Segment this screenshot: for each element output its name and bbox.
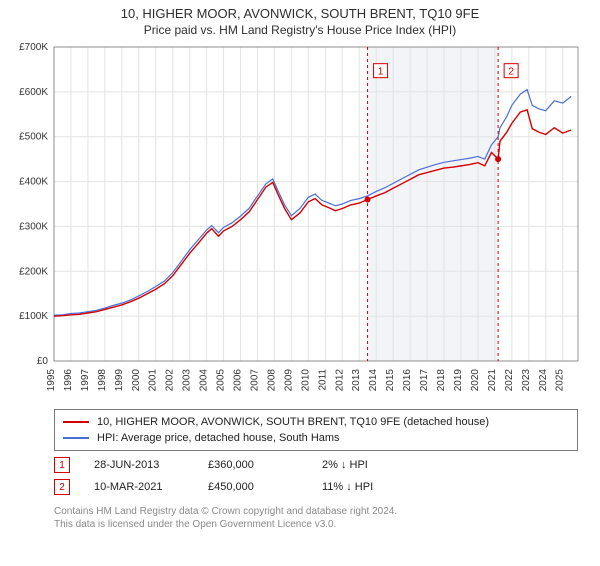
legend: 10, HIGHER MOOR, AVONWICK, SOUTH BRENT, … xyxy=(54,409,578,451)
svg-text:2009: 2009 xyxy=(283,369,294,392)
svg-text:2014: 2014 xyxy=(368,369,379,392)
svg-text:2006: 2006 xyxy=(233,369,244,392)
svg-text:2019: 2019 xyxy=(453,369,464,392)
tx2-diff: 11% ↓ HPI xyxy=(322,481,412,493)
svg-text:1998: 1998 xyxy=(97,369,108,392)
transaction-row-2: 2 10-MAR-2021 £450,000 11% ↓ HPI xyxy=(54,479,578,495)
svg-text:2016: 2016 xyxy=(402,369,413,392)
svg-text:£200K: £200K xyxy=(19,266,48,277)
svg-text:2021: 2021 xyxy=(487,369,498,392)
svg-text:2024: 2024 xyxy=(538,369,549,392)
svg-text:2002: 2002 xyxy=(165,369,176,392)
svg-text:2022: 2022 xyxy=(504,369,515,392)
footer-line-2: This data is licensed under the Open Gov… xyxy=(54,518,578,531)
svg-text:£700K: £700K xyxy=(19,43,48,53)
svg-text:2023: 2023 xyxy=(521,369,532,392)
svg-text:£100K: £100K xyxy=(19,311,48,322)
tx2-price: £450,000 xyxy=(208,481,298,493)
svg-text:£0: £0 xyxy=(37,356,49,367)
svg-text:1999: 1999 xyxy=(114,369,125,392)
svg-text:2005: 2005 xyxy=(216,369,227,392)
svg-text:2025: 2025 xyxy=(555,369,566,392)
svg-text:1997: 1997 xyxy=(80,369,91,392)
svg-text:2001: 2001 xyxy=(148,369,159,392)
price-chart: 1995 1996 1997 1998 1999 2000 2001 2002 2003 2004… xyxy=(0,43,600,403)
svg-text:2011: 2011 xyxy=(317,369,328,391)
svg-text:2017: 2017 xyxy=(419,369,430,392)
footer-line-1: Contains HM Land Registry data © Crown c… xyxy=(54,505,578,518)
marker-2: 2 xyxy=(54,479,70,495)
svg-text:2013: 2013 xyxy=(351,369,362,392)
svg-text:2010: 2010 xyxy=(300,369,311,392)
svg-text:£500K: £500K xyxy=(19,132,48,143)
svg-text:2003: 2003 xyxy=(182,369,193,392)
svg-text:2: 2 xyxy=(508,67,514,78)
svg-text:2018: 2018 xyxy=(436,369,447,392)
svg-text:£400K: £400K xyxy=(19,177,48,188)
svg-text:1: 1 xyxy=(378,67,384,78)
svg-text:2004: 2004 xyxy=(199,369,210,392)
legend-label-property: 10, HIGHER MOOR, AVONWICK, SOUTH BRENT, … xyxy=(97,414,489,430)
svg-text:2008: 2008 xyxy=(266,369,277,392)
chart-title: 10, HIGHER MOOR, AVONWICK, SOUTH BRENT, … xyxy=(0,6,600,21)
svg-text:1996: 1996 xyxy=(63,369,74,392)
svg-text:2015: 2015 xyxy=(385,369,396,392)
svg-text:2007: 2007 xyxy=(249,369,260,392)
svg-text:£300K: £300K xyxy=(19,221,48,232)
tx1-price: £360,000 xyxy=(208,459,298,471)
legend-label-hpi: HPI: Average price, detached house, Sout… xyxy=(97,430,340,446)
svg-text:£600K: £600K xyxy=(19,87,48,98)
legend-swatch-hpi xyxy=(63,437,89,439)
svg-text:2012: 2012 xyxy=(334,369,345,392)
transaction-row-1: 1 28-JUN-2013 £360,000 2% ↓ HPI xyxy=(54,457,578,473)
tx1-date: 28-JUN-2013 xyxy=(94,459,184,471)
svg-text:2020: 2020 xyxy=(470,369,481,392)
chart-subtitle: Price paid vs. HM Land Registry's House … xyxy=(0,23,600,37)
marker-1: 1 xyxy=(54,457,70,473)
tx1-diff: 2% ↓ HPI xyxy=(322,459,412,471)
legend-swatch-property xyxy=(63,421,89,423)
tx2-date: 10-MAR-2021 xyxy=(94,481,184,493)
svg-text:2000: 2000 xyxy=(131,369,142,392)
svg-text:1995: 1995 xyxy=(46,369,57,392)
